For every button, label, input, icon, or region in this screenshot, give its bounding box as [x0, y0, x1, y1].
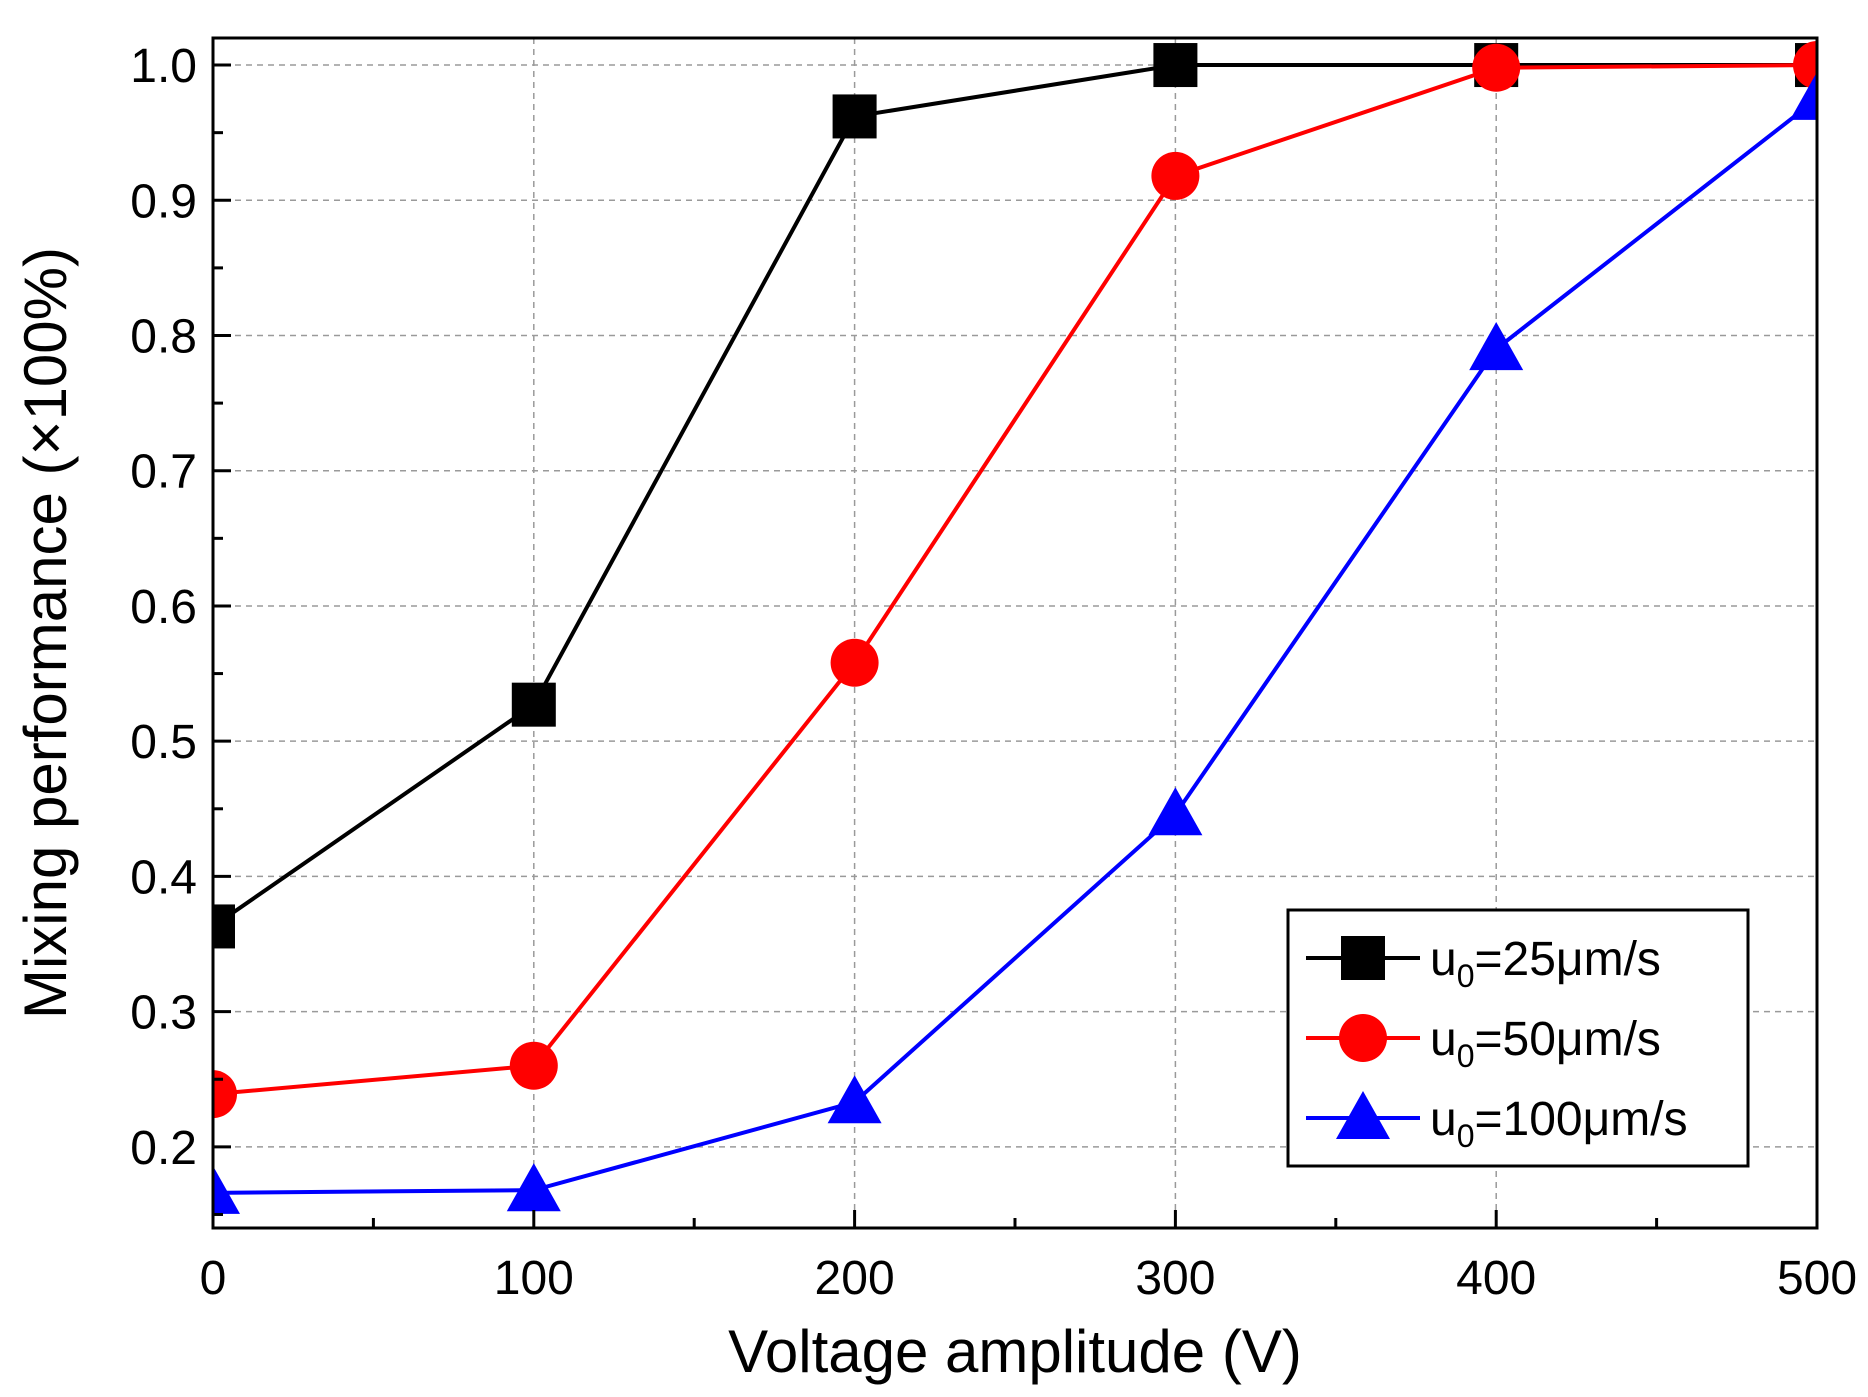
- x-axis-title: Voltage amplitude (V): [728, 1318, 1302, 1385]
- legend-label-sub: 0: [1457, 1038, 1475, 1074]
- data-point-square: [1153, 43, 1198, 88]
- legend-item: u0=50μm/s: [1306, 1013, 1661, 1074]
- data-point-circle: [213, 1070, 237, 1119]
- legend-label: u0=100μm/s: [1430, 1093, 1688, 1154]
- legend-marker-square: [1341, 936, 1385, 980]
- legend-item: u0=100μm/s: [1306, 1091, 1688, 1154]
- y-tick-label: 0.7: [130, 446, 197, 499]
- data-point-triangle: [1790, 71, 1817, 120]
- legend-label: u0=25μm/s: [1430, 933, 1661, 994]
- y-axis-title: Mixing performance (×100%): [12, 247, 79, 1019]
- y-tick-label: 0.2: [130, 1122, 197, 1175]
- data-point-triangle: [213, 1165, 240, 1214]
- data-point-triangle: [1469, 322, 1524, 371]
- legend-label-sub: 0: [1457, 1118, 1475, 1154]
- series-circle: [213, 41, 1817, 1119]
- x-tick-label: 500: [1777, 1252, 1857, 1305]
- legend-label-main: u: [1430, 1013, 1457, 1066]
- series-triangle: [213, 71, 1817, 1214]
- data-point-square: [511, 682, 556, 727]
- legend-label-rest: =100μm/s: [1475, 1093, 1688, 1146]
- series-layer: [213, 41, 1817, 1214]
- y-tick-label: 0.5: [130, 716, 197, 769]
- legend-label-rest: =25μm/s: [1475, 933, 1661, 986]
- data-point-circle: [1151, 151, 1200, 200]
- legend-marker-triangle: [1336, 1091, 1390, 1140]
- legend-label-sub: 0: [1457, 958, 1475, 994]
- legend-label-rest: =50μm/s: [1475, 1013, 1661, 1066]
- legend-label-main: u: [1430, 1093, 1457, 1146]
- y-tick-label: 0.3: [130, 987, 197, 1040]
- data-point-circle: [1793, 41, 1817, 90]
- data-point-circle: [1472, 43, 1521, 92]
- data-point-square: [832, 94, 877, 139]
- legend-item: u0=25μm/s: [1306, 933, 1661, 994]
- data-point-square: [213, 904, 235, 949]
- series-line: [213, 97, 1817, 1195]
- legend-marker-circle: [1339, 1014, 1387, 1062]
- y-tick-label: 0.8: [130, 311, 197, 364]
- x-tick-label: 200: [815, 1252, 895, 1305]
- x-tick-label: 100: [494, 1252, 574, 1305]
- legend-label: u0=50μm/s: [1430, 1013, 1661, 1074]
- series-line: [213, 63, 1817, 1097]
- series-line: [213, 63, 1817, 929]
- data-point-triangle: [1148, 787, 1203, 836]
- data-point-circle: [509, 1041, 558, 1090]
- series-square: [213, 43, 1817, 949]
- ticks: [211, 63, 1819, 1228]
- legend: u0=25μm/su0=50μm/su0=100μm/s: [1286, 908, 1750, 1168]
- y-tick-label: 0.6: [130, 581, 197, 634]
- legend-label-main: u: [1430, 933, 1457, 986]
- data-point-triangle: [506, 1163, 561, 1212]
- data-point-triangle: [827, 1075, 882, 1124]
- y-tick-label: 0.9: [130, 175, 197, 228]
- tick-labels: 0 100 200 300 400 500 0.2 0.3 0.4 0.5 0.6 0.7 0.8 0.9…: [130, 40, 1857, 1305]
- y-tick-label: 0.4: [130, 851, 197, 904]
- y-tick-label: 1.0: [130, 40, 197, 93]
- data-point-circle: [830, 638, 879, 687]
- x-tick-label: 400: [1456, 1252, 1536, 1305]
- x-tick-label: 0: [200, 1252, 227, 1305]
- x-tick-label: 300: [1135, 1252, 1215, 1305]
